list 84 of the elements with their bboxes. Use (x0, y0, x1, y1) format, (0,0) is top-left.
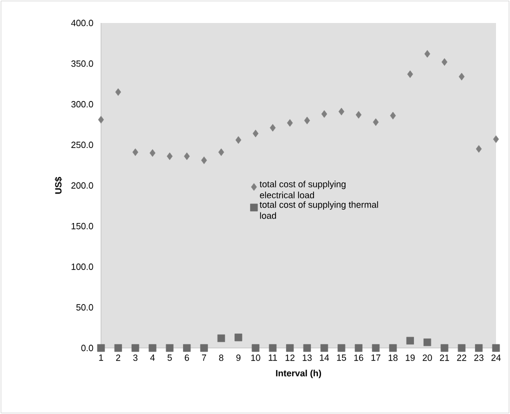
x-tick-label: 13 (302, 354, 312, 361)
x-tick-label: 24 (491, 354, 501, 361)
point (184, 152, 190, 160)
point (458, 344, 466, 352)
point (442, 58, 448, 66)
y-tick-label: 350.0 (71, 60, 94, 67)
point (115, 88, 122, 96)
point (217, 334, 226, 342)
point (201, 156, 207, 164)
point (234, 334, 242, 342)
x-tick-label: 21 (440, 354, 450, 361)
x-tick-label: 8 (219, 354, 224, 361)
y-tick-label: 0.0 (81, 344, 94, 352)
y-tick-label: 100.0 (72, 264, 94, 270)
point (492, 344, 500, 352)
x-tick-label: 2 (116, 354, 120, 361)
point (476, 145, 482, 153)
point (424, 338, 432, 346)
x-tick-label: 1 (99, 354, 104, 361)
point (252, 130, 258, 138)
x-tick-label: 17 (371, 354, 380, 361)
point (338, 344, 346, 352)
x-tick-label: 11 (268, 354, 277, 361)
point (458, 72, 465, 80)
point (166, 344, 174, 352)
legend-label: total cost of supplying thermal load (260, 201, 378, 219)
point (235, 136, 242, 144)
point (166, 152, 173, 160)
y-tick-label: 50.0 (76, 304, 94, 311)
y-tick-label: 200.0 (71, 182, 94, 189)
y-tick-label: 150.0 (72, 222, 94, 230)
point (252, 344, 260, 352)
x-tick-label: 19 (406, 354, 415, 361)
point (287, 119, 293, 127)
y-tick-label: 400.0 (71, 20, 94, 26)
point (354, 344, 362, 352)
x-tick-label: 4 (150, 354, 155, 361)
y-axis-title: US$ (54, 176, 62, 194)
point (389, 344, 397, 352)
point (372, 344, 380, 352)
point (200, 344, 208, 352)
point (183, 344, 191, 352)
point (268, 344, 277, 352)
point (440, 344, 448, 352)
x-tick-label: 20 (422, 354, 432, 361)
x-tick-label: 3 (133, 354, 138, 361)
point (303, 344, 311, 352)
x-tick-label: 23 (474, 354, 484, 361)
x-tick-label: 18 (388, 354, 398, 361)
point (270, 124, 276, 132)
x-tick-label: 22 (457, 354, 466, 361)
point (424, 50, 430, 58)
point (218, 148, 224, 156)
point (114, 344, 122, 352)
x-tick-label: 9 (236, 354, 240, 361)
x-tick-label: 12 (286, 354, 294, 361)
x-tick-label: 14 (320, 354, 329, 361)
point (132, 344, 140, 352)
y-tick-label: 300.0 (71, 101, 94, 108)
point (493, 135, 499, 143)
x-axis-title: Interval (h) (276, 370, 322, 378)
point (475, 344, 483, 352)
point (356, 111, 362, 119)
point (372, 118, 379, 126)
point (338, 108, 344, 116)
point (321, 110, 328, 118)
x-tick-label: 5 (168, 354, 172, 361)
y-tick-label: 250.0 (71, 142, 94, 148)
point (286, 344, 294, 352)
point (320, 344, 328, 352)
point (132, 148, 138, 156)
point (150, 149, 156, 157)
x-tick-label: 6 (184, 354, 189, 361)
x-tick-label: 15 (337, 354, 346, 361)
point (148, 344, 156, 352)
point (406, 336, 414, 344)
x-tick-label: 16 (354, 354, 364, 361)
point (390, 112, 396, 120)
point (97, 344, 105, 352)
x-tick-label: 10 (251, 354, 260, 361)
x-tick-label: 7 (202, 354, 206, 361)
point (407, 70, 414, 78)
point (304, 116, 310, 124)
point (98, 116, 104, 124)
